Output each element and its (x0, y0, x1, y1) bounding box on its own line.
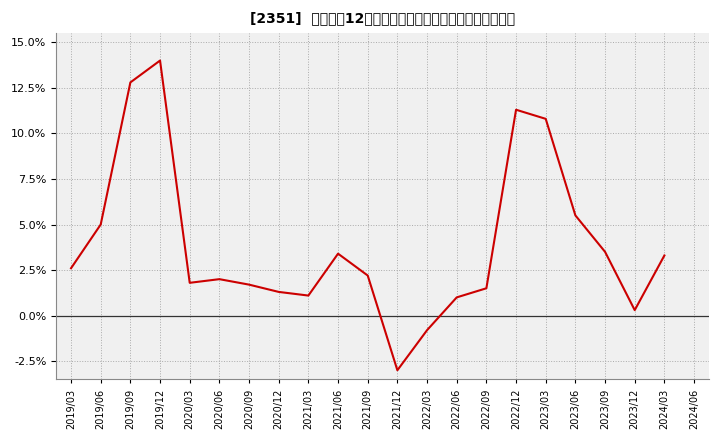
Title: [2351]  売上高の12か月移動合計の対前年同期増減率の推移: [2351] 売上高の12か月移動合計の対前年同期増減率の推移 (250, 11, 515, 25)
